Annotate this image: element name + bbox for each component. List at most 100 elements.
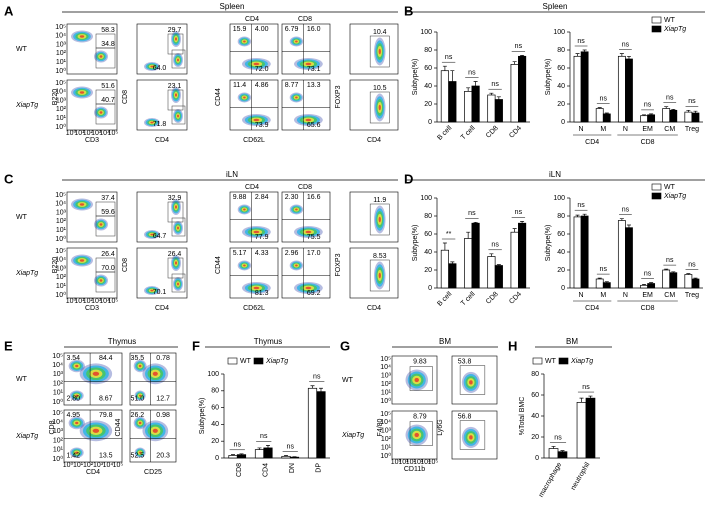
significance: ns [600,266,608,273]
log-tick: 10⁰ [380,397,391,405]
y-tick-label: 40 [211,421,219,428]
gate-value: 40.7 [101,97,115,104]
gate [369,35,390,68]
panel-letter: C [4,171,14,186]
log-tick: 10¹ [74,298,85,305]
significance: ns [622,207,630,214]
gate-value: 71.8 [153,121,167,128]
x-tick-label: CD8 [485,291,500,306]
y-tick-label: 40 [424,249,432,256]
y-axis-label: Subtype(%) [545,225,552,262]
x-axis-label: CD4 [367,305,381,312]
bar [625,227,633,289]
log-tick: 10¹ [381,389,392,396]
density [139,451,142,454]
log-tick: 10² [56,274,67,281]
log-tick: 10⁵ [55,80,66,87]
density [150,65,154,68]
bar [573,55,582,123]
legend-label: XiapTg [570,358,593,365]
log-tick: 10³ [53,371,64,378]
log-tick: 10⁰ [55,291,66,299]
gate-value: 5.17 [233,250,247,257]
y-tick-label: 0 [215,455,219,462]
error-bar [442,65,447,71]
y-axis-label: Subtype(%) [199,398,206,435]
panel-letter: D [404,171,413,186]
gate-value: 69.2 [307,290,321,297]
density [150,233,154,236]
x-axis-label: CD62L [243,137,265,144]
error-bar [318,387,323,392]
error-bar [265,445,270,448]
panel-letter: H [508,338,517,353]
x-tick-label: M [600,292,606,299]
bar [307,387,318,459]
significance: ns [622,41,630,48]
gate-value: 9.83 [413,359,427,366]
bar [684,274,693,289]
panel-letter: F [192,338,200,353]
x-tick-label: N [623,292,628,299]
x-axis-label: CD11b [404,466,425,473]
gate [95,271,116,293]
gate-value: 2.96 [285,250,299,257]
density [150,289,154,292]
y-axis-label: Subtype(%) [412,59,419,96]
log-tick: 10⁴ [55,89,66,96]
x-tick-label: CD4 [508,125,523,140]
y-axis-label: F4/80 [377,418,384,436]
log-tick: 10¹ [53,447,64,454]
error-bar [512,228,517,233]
gate [171,217,186,237]
significance: ns [688,98,696,105]
bar [662,269,671,289]
log-tick: 10⁰ [55,235,66,243]
density [177,114,179,118]
gate-value: 65.6 [307,122,321,129]
gate-value: 9.88 [233,194,247,201]
panel-title: iLN [226,170,238,179]
gate [369,203,390,236]
log-tick: 10⁰ [55,67,66,75]
x-tick-label: N [623,126,628,133]
x-tick-label: T cell [460,290,477,307]
group-label: CD4 [585,305,599,312]
density [253,118,260,122]
gate [95,215,116,237]
gate-value: 79.8 [99,412,113,419]
y-tick-label: 0 [535,455,539,462]
x-tick-label: N [579,126,584,133]
bar [471,85,480,123]
gate-value: 15.9 [233,26,247,33]
density [79,259,85,262]
gate-value: 20.3 [156,453,170,460]
y-tick-label: 100 [553,29,565,36]
density [253,230,260,234]
gate-value: 29.7 [168,27,182,34]
legend-swatch [651,16,662,24]
gate-value: 8.53 [373,253,387,260]
plot-frame [349,23,399,75]
bar [494,265,503,289]
gate-value: 70.1 [153,289,167,296]
log-tick: 10⁵ [52,353,63,360]
density [243,40,246,43]
significance: ns [234,442,242,449]
error-bar [310,385,315,389]
panel-title: Thymus [254,337,282,346]
bar [669,272,678,289]
x-tick-label: DP [316,463,323,473]
gate-value: 8.77 [285,82,299,89]
density [99,55,103,58]
error-bar [619,218,624,221]
gate [171,105,186,125]
gate-value: 58.3 [101,27,115,34]
log-tick: 10¹ [381,444,392,451]
y-tick-label: 20 [531,434,539,441]
bar [640,115,648,123]
x-tick-label: N [579,292,584,299]
x-tick-label: B cell [436,124,453,141]
panel-letter: A [4,3,14,18]
log-tick: 10⁰ [52,398,63,406]
